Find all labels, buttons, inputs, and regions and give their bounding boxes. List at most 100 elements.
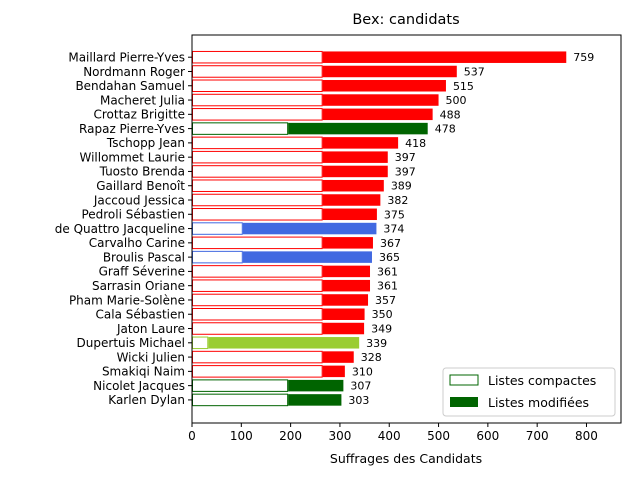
- bar-compactes: [192, 179, 323, 192]
- value-label: 328: [361, 351, 382, 364]
- bar-modifiees: [322, 237, 373, 249]
- x-tick-label: 600: [476, 429, 499, 443]
- y-tick-label: Carvalho Carine: [89, 236, 185, 250]
- x-ticks: 0 100 200 300 400 500 600 700 800: [188, 423, 598, 443]
- bar-modifiees: [322, 179, 384, 192]
- y-tick-label: Gaillard Benoît: [96, 179, 185, 193]
- y-tick-label: Tuosto Brenda: [99, 165, 185, 179]
- bar-compactes: [192, 279, 323, 292]
- y-tick-label: Smakiqi Naim: [102, 365, 185, 379]
- legend-label-modifiees: Listes modifiées: [488, 395, 589, 410]
- bars-group: [192, 50, 567, 407]
- value-label: 357: [375, 294, 396, 307]
- bar-compactes: [192, 293, 323, 307]
- x-tick-label: 800: [575, 429, 598, 443]
- bar-compactes: [192, 193, 323, 207]
- value-label: 375: [384, 208, 405, 221]
- y-tick-label: Crottaz Brigitte: [93, 108, 185, 122]
- bar-modifiees: [322, 294, 369, 306]
- value-label: 397: [395, 165, 416, 178]
- value-label: 515: [453, 80, 474, 93]
- bar-modifiees: [322, 279, 371, 292]
- chart-title: Bex: candidats: [352, 12, 459, 28]
- y-tick-label: Maillard Pierre-Yves: [68, 51, 185, 65]
- y-tick-label: Bendahan Samuel: [75, 79, 185, 93]
- value-label: 759: [573, 51, 594, 64]
- bar-compactes: [192, 93, 323, 107]
- bar-modifiees: [322, 322, 365, 335]
- bar-compactes: [192, 150, 323, 164]
- legend-label-compactes: Listes compactes: [488, 373, 596, 388]
- bar-modifiees: [322, 165, 388, 178]
- bar-compactes: [192, 307, 323, 321]
- value-label: 374: [383, 223, 404, 236]
- bar-compactes: [192, 250, 243, 264]
- value-label: 389: [391, 180, 412, 193]
- y-tick-label: Pedroli Sébastien: [81, 208, 185, 222]
- bar-compactes: [192, 365, 323, 378]
- bar-modifiees: [322, 65, 457, 78]
- value-label: 367: [380, 237, 401, 250]
- plot-frame: [191, 34, 622, 424]
- value-label: 310: [352, 365, 373, 378]
- bar-compactes: [192, 222, 243, 235]
- bar-modifiees: [288, 122, 428, 135]
- y-tick-label: Nordmann Roger: [83, 65, 185, 79]
- x-tick-label: 300: [328, 429, 351, 443]
- bar-compactes: [192, 350, 323, 364]
- y-tick-label: Wicki Julien: [117, 350, 185, 364]
- bar-modifiees: [242, 222, 377, 235]
- y-tick-label: Tschopp Jean: [106, 136, 185, 150]
- bar-compactes: [192, 79, 323, 93]
- bar-modifiees: [208, 337, 360, 349]
- bar-modifiees: [288, 394, 342, 406]
- bar-compactes: [192, 236, 323, 250]
- bar-compactes: [192, 379, 289, 392]
- y-tick-label: Rapaz Pierre-Yves: [79, 122, 185, 136]
- y-tick-label: Graff Séverine: [99, 265, 185, 279]
- x-tick-label: 700: [526, 429, 549, 443]
- value-label: 397: [395, 151, 416, 164]
- value-label: 361: [377, 280, 398, 293]
- value-label: 307: [350, 380, 371, 393]
- value-label: 500: [446, 94, 467, 107]
- value-label: 418: [405, 137, 426, 150]
- legend-swatch-modifiees: [450, 397, 478, 407]
- x-axis-label: Suffrages des Candidats: [330, 451, 482, 466]
- y-tick-label: Nicolet Jacques: [93, 379, 185, 393]
- y-tick-label: Sarrasin Oriane: [92, 279, 185, 293]
- value-label: 382: [387, 194, 408, 207]
- y-tick-label: Jaton Laure: [116, 322, 185, 336]
- value-label: 303: [348, 394, 369, 407]
- y-tick-label: de Quattro Jacqueline: [55, 222, 185, 236]
- y-tick-label: Willommet Laurie: [79, 150, 185, 164]
- bar-modifiees: [322, 308, 365, 320]
- value-label: 350: [372, 308, 393, 321]
- bar-modifiees: [322, 265, 371, 278]
- x-tick-label: 400: [378, 429, 401, 443]
- value-label: 537: [464, 65, 485, 78]
- value-label: 349: [371, 323, 392, 336]
- bar-modifiees: [288, 379, 344, 392]
- legend-box: [442, 367, 616, 417]
- x-tick-label: 500: [427, 429, 450, 443]
- bar-compactes: [192, 136, 323, 150]
- bar-compactes: [192, 108, 323, 121]
- bar-modifiees: [322, 108, 433, 121]
- y-tick-label: Jaccoud Jessica: [93, 193, 185, 207]
- bar-compactes: [192, 393, 289, 407]
- bar-modifiees: [322, 94, 439, 106]
- bar-compactes: [192, 208, 323, 221]
- bar-modifiees: [322, 194, 381, 206]
- y-tick-label: Dupertuis Michael: [77, 336, 185, 350]
- bar-modifiees: [322, 51, 567, 63]
- bar-compactes: [192, 122, 289, 135]
- bar-modifiees: [322, 208, 377, 221]
- value-label: 361: [377, 265, 398, 278]
- bar-compactes: [192, 165, 323, 178]
- bar-compactes: [192, 265, 323, 278]
- bar-compactes: [192, 322, 323, 335]
- x-tick-label: 100: [230, 429, 253, 443]
